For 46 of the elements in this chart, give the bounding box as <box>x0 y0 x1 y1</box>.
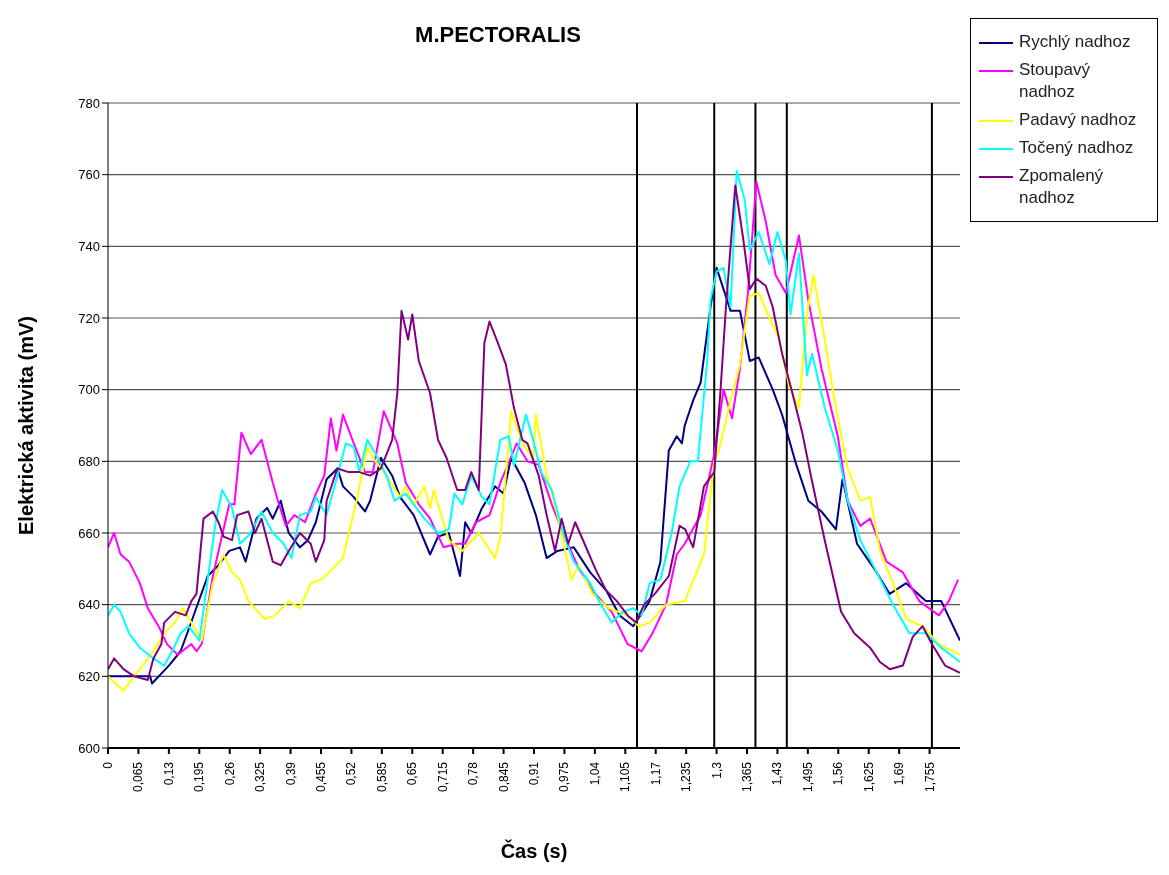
x-tick-label: 0,325 <box>253 761 268 793</box>
x-tick-label: 0,52 <box>344 761 359 786</box>
x-tick-label: 0,455 <box>314 761 328 793</box>
legend-label: Točený nadhoz <box>1019 137 1134 159</box>
x-tick-label: 1,43 <box>770 761 785 786</box>
x-tick-label: 0,39 <box>283 761 298 786</box>
legend-label: Padavý nadhoz <box>1019 109 1137 131</box>
x-tick-label: 1,04 <box>587 761 602 786</box>
x-tick-label: 0,65 <box>405 761 420 786</box>
x-tick-label: 0,78 <box>466 761 481 786</box>
y-tick-label: 660 <box>78 525 100 541</box>
x-tick-label: 0,845 <box>496 761 511 793</box>
x-tick-label: 0,91 <box>527 761 541 786</box>
x-tick-label: 1,69 <box>892 761 907 786</box>
x-tick-label: 0,26 <box>222 761 237 786</box>
x-tick-label: 0,195 <box>192 761 207 793</box>
y-tick-label: 620 <box>78 668 100 684</box>
x-tick-label: 1,17 <box>648 761 663 786</box>
x-axis-title: Čas (s) <box>500 839 568 862</box>
y-tick-label: 720 <box>78 310 100 326</box>
legend-label: Stoupavý nadhoz <box>1019 59 1091 103</box>
x-tick-label: 1,105 <box>618 761 633 793</box>
y-axis-title: Elektrická aktivita (mV) <box>15 316 38 535</box>
legend-label: Rychlý nadhoz <box>1019 31 1131 53</box>
y-tick-label: 780 <box>78 95 100 111</box>
x-tick-label: 0 <box>101 761 115 769</box>
y-tick-label: 680 <box>78 453 100 469</box>
y-tick-label: 760 <box>78 167 100 183</box>
x-tick-label: 1,56 <box>831 761 846 786</box>
y-tick-label: 640 <box>78 597 100 613</box>
x-tick-label: 1,495 <box>800 761 815 793</box>
y-tick-label: 700 <box>78 382 100 398</box>
chart-title: M.PECTORALIS <box>414 22 582 48</box>
y-tick-label: 600 <box>78 740 100 756</box>
x-tick-label: 1,3 <box>709 761 724 779</box>
x-tick-label: 1,755 <box>922 761 937 793</box>
x-tick-label: 0,065 <box>131 761 146 793</box>
x-tick-label: 0,975 <box>557 761 572 793</box>
x-tick-label: 1,365 <box>740 761 754 793</box>
y-tick-label: 740 <box>78 238 100 254</box>
x-tick-label: 0,13 <box>161 761 176 786</box>
legend-label: Zpomalený nadhoz <box>1019 165 1105 209</box>
x-tick-label: 1,235 <box>679 761 694 793</box>
x-tick-label: 0,715 <box>435 761 450 793</box>
x-tick-label: 1,625 <box>861 761 876 793</box>
x-tick-label: 0,585 <box>374 761 389 793</box>
